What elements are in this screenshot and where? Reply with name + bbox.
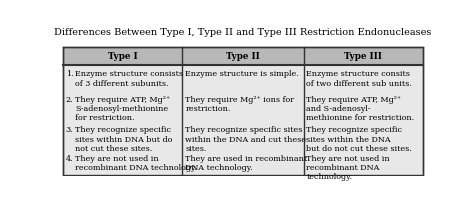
- Bar: [63, 47, 423, 175]
- Text: Enzyme structure consits
of two different sub units.: Enzyme structure consits of two differen…: [307, 70, 412, 88]
- Text: Enzyme structure is simple.: Enzyme structure is simple.: [185, 70, 299, 78]
- Text: They are used in recombinant
DNA technology.: They are used in recombinant DNA technol…: [185, 155, 307, 172]
- Text: 4.: 4.: [66, 155, 73, 163]
- Text: They recognize specific
sites within DNA but do
not cut these sites.: They recognize specific sites within DNA…: [75, 126, 173, 153]
- Text: 1.: 1.: [66, 70, 73, 78]
- Text: They require ATP, Mg²⁺
S-adenosyl-methionine
for restriction.: They require ATP, Mg²⁺ S-adenosyl-methio…: [75, 96, 170, 122]
- Bar: [63, 47, 423, 65]
- Text: Differences Between Type I, Type II and Type III Restriction Endonucleases: Differences Between Type I, Type II and …: [54, 28, 432, 37]
- Text: They require ATP, Mg²⁺
and S-adenosyl-
methionine for restriction.: They require ATP, Mg²⁺ and S-adenosyl- m…: [307, 96, 415, 122]
- Text: Type II: Type II: [226, 52, 260, 61]
- Text: Type III: Type III: [344, 52, 382, 61]
- Text: They require Mg²⁺ ions for
restriction.: They require Mg²⁺ ions for restriction.: [185, 96, 294, 113]
- Text: They recognize specific sites
within the DNA and cut these
sites.: They recognize specific sites within the…: [185, 126, 306, 153]
- Text: Enzyme structure consists
of 3 different subunits.: Enzyme structure consists of 3 different…: [75, 70, 183, 88]
- Text: Type I: Type I: [108, 52, 137, 61]
- Text: 3.: 3.: [66, 126, 73, 134]
- Text: 2.: 2.: [66, 96, 73, 104]
- Bar: [63, 47, 423, 175]
- Text: They are not used in
recombinant DNA
technology.: They are not used in recombinant DNA tec…: [307, 155, 390, 181]
- Text: They are not used in
recombinant DNA technology.: They are not used in recombinant DNA tec…: [75, 155, 197, 172]
- Text: They recognize specific
sites within the DNA
but do not cut these sites.: They recognize specific sites within the…: [307, 126, 412, 153]
